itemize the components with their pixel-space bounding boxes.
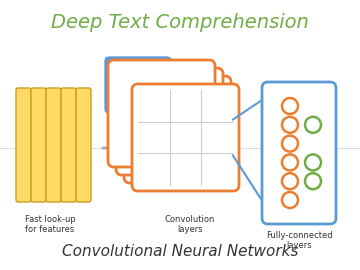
Circle shape <box>305 117 321 133</box>
Circle shape <box>282 173 298 189</box>
FancyBboxPatch shape <box>124 76 231 183</box>
FancyBboxPatch shape <box>104 56 172 114</box>
FancyBboxPatch shape <box>108 60 215 167</box>
FancyBboxPatch shape <box>132 84 239 191</box>
Circle shape <box>305 173 321 189</box>
Text: Convolution
layers: Convolution layers <box>165 215 215 234</box>
FancyBboxPatch shape <box>16 88 31 202</box>
FancyBboxPatch shape <box>76 88 91 202</box>
Circle shape <box>282 192 298 208</box>
Text: Deep Text Comprehension: Deep Text Comprehension <box>51 12 309 32</box>
Text: Fast look-up
for features: Fast look-up for features <box>24 215 75 234</box>
FancyBboxPatch shape <box>116 68 223 175</box>
Circle shape <box>282 154 298 170</box>
FancyBboxPatch shape <box>262 82 336 224</box>
Text: Fully-connected
layers: Fully-connected layers <box>266 231 332 250</box>
Circle shape <box>282 98 298 114</box>
Circle shape <box>282 117 298 133</box>
Text: Convolutional Neural Networks: Convolutional Neural Networks <box>62 245 298 259</box>
Circle shape <box>282 136 298 151</box>
FancyBboxPatch shape <box>31 88 46 202</box>
FancyBboxPatch shape <box>61 88 76 202</box>
Circle shape <box>305 154 321 170</box>
FancyBboxPatch shape <box>46 88 61 202</box>
